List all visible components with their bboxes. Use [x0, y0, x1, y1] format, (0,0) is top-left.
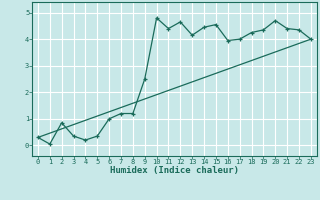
X-axis label: Humidex (Indice chaleur): Humidex (Indice chaleur): [110, 166, 239, 175]
